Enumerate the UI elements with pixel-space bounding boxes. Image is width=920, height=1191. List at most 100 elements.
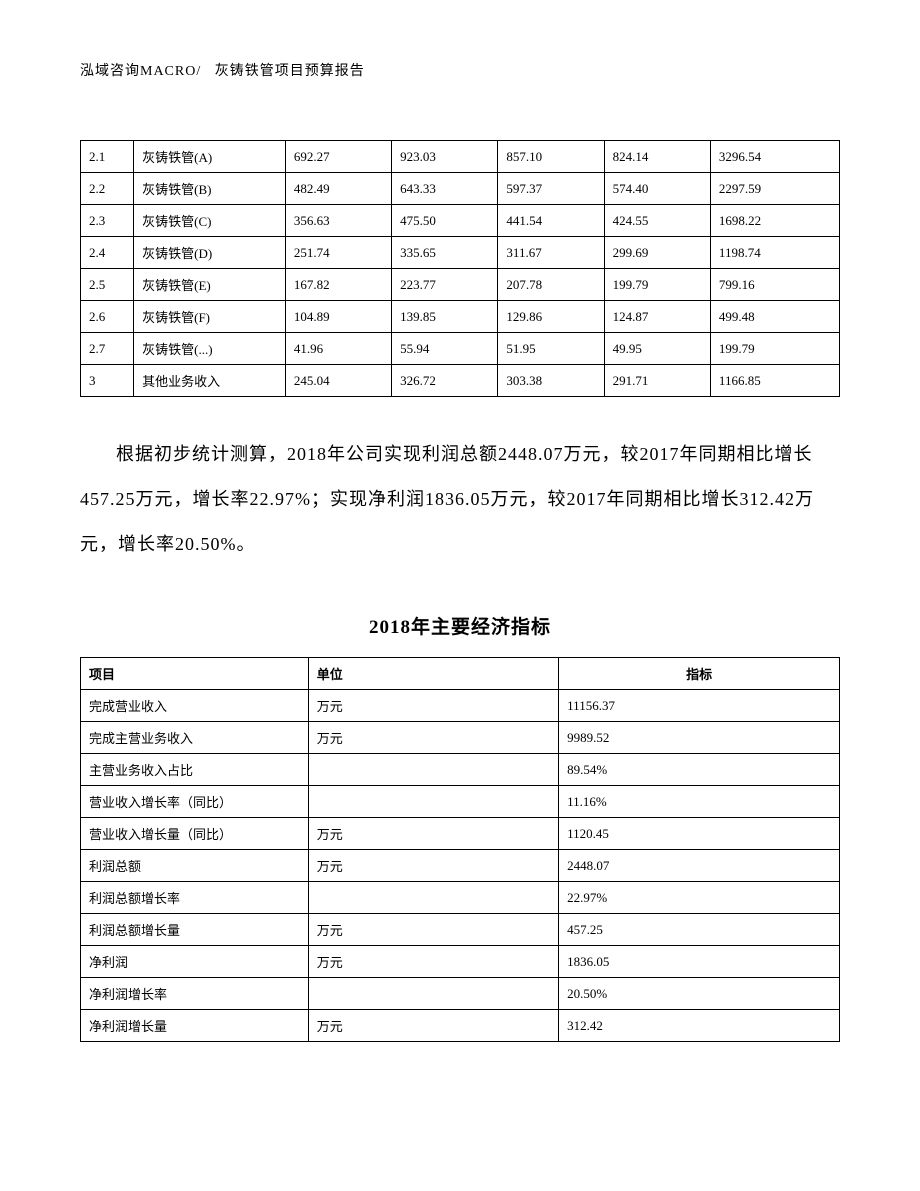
table1-body: 2.1灰铸铁管(A)692.27923.03857.10824.143296.5… [81, 141, 840, 397]
table-cell: 299.69 [604, 237, 710, 269]
table-cell: 923.03 [392, 141, 498, 173]
table2-header-1: 单位 [308, 658, 558, 690]
table2-header-row: 项目 单位 指标 [81, 658, 840, 690]
table-cell: 356.63 [285, 205, 391, 237]
table2-header-0: 项目 [81, 658, 309, 690]
table-cell: 万元 [308, 690, 558, 722]
table-cell: 2297.59 [710, 173, 839, 205]
table-row: 2.6灰铸铁管(F)104.89139.85129.86124.87499.48 [81, 301, 840, 333]
table-cell [308, 754, 558, 786]
table-cell: 灰铸铁管(E) [134, 269, 286, 301]
table-cell: 129.86 [498, 301, 604, 333]
table-cell: 2.6 [81, 301, 134, 333]
table-row: 净利润增长量万元312.42 [81, 1010, 840, 1042]
table-cell: 完成营业收入 [81, 690, 309, 722]
page-header: 泓域咨询MACRO/ 灰铸铁管项目预算报告 [80, 60, 840, 80]
table-cell: 482.49 [285, 173, 391, 205]
table-cell: 3296.54 [710, 141, 839, 173]
table-row: 利润总额增长率22.97% [81, 882, 840, 914]
table-row: 2.4灰铸铁管(D)251.74335.65311.67299.691198.7… [81, 237, 840, 269]
table-cell: 312.42 [559, 1010, 840, 1042]
table-cell: 207.78 [498, 269, 604, 301]
table-cell: 3 [81, 365, 134, 397]
body-paragraph: 根据初步统计测算，2018年公司实现利润总额2448.07万元，较2017年同期… [80, 432, 840, 567]
table-cell [308, 978, 558, 1010]
table-cell: 万元 [308, 914, 558, 946]
table-row: 主营业务收入占比 89.54% [81, 754, 840, 786]
table-cell: 1166.85 [710, 365, 839, 397]
table-row: 2.2灰铸铁管(B)482.49643.33597.37574.402297.5… [81, 173, 840, 205]
table2-header-2: 指标 [559, 658, 840, 690]
table-cell: 万元 [308, 722, 558, 754]
table-cell: 424.55 [604, 205, 710, 237]
table-cell: 124.87 [604, 301, 710, 333]
table2-body: 完成营业收入万元11156.37完成主营业务收入万元9989.52主营业务收入占… [81, 690, 840, 1042]
table-cell: 457.25 [559, 914, 840, 946]
table-cell: 灰铸铁管(B) [134, 173, 286, 205]
table-cell: 净利润增长率 [81, 978, 309, 1010]
table-cell [308, 786, 558, 818]
table-cell: 11.16% [559, 786, 840, 818]
table-row: 2.7灰铸铁管(...)41.9655.9451.9549.95199.79 [81, 333, 840, 365]
table-cell: 303.38 [498, 365, 604, 397]
table-cell: 2448.07 [559, 850, 840, 882]
table-cell: 643.33 [392, 173, 498, 205]
table-cell: 万元 [308, 1010, 558, 1042]
table-cell: 499.48 [710, 301, 839, 333]
table-row: 2.3灰铸铁管(C)356.63475.50441.54424.551698.2… [81, 205, 840, 237]
table-cell: 692.27 [285, 141, 391, 173]
table-row: 3其他业务收入245.04326.72303.38291.711166.85 [81, 365, 840, 397]
table-cell: 441.54 [498, 205, 604, 237]
table-cell: 1120.45 [559, 818, 840, 850]
table-cell: 597.37 [498, 173, 604, 205]
table-cell: 41.96 [285, 333, 391, 365]
table-cell: 199.79 [710, 333, 839, 365]
table-cell: 利润总额增长量 [81, 914, 309, 946]
table-cell: 167.82 [285, 269, 391, 301]
table-cell: 主营业务收入占比 [81, 754, 309, 786]
table-cell: 万元 [308, 850, 558, 882]
table-cell: 2.1 [81, 141, 134, 173]
table-cell: 1698.22 [710, 205, 839, 237]
table-cell: 223.77 [392, 269, 498, 301]
table-cell: 251.74 [285, 237, 391, 269]
table-cell: 万元 [308, 946, 558, 978]
table-cell: 326.72 [392, 365, 498, 397]
table-cell: 营业收入增长量（同比） [81, 818, 309, 850]
table-row: 利润总额万元2448.07 [81, 850, 840, 882]
table-row: 完成营业收入万元11156.37 [81, 690, 840, 722]
table-cell: 11156.37 [559, 690, 840, 722]
table-cell: 灰铸铁管(F) [134, 301, 286, 333]
table-cell: 净利润 [81, 946, 309, 978]
table-row: 营业收入增长量（同比）万元1120.45 [81, 818, 840, 850]
table-cell: 营业收入增长率（同比） [81, 786, 309, 818]
table-cell: 20.50% [559, 978, 840, 1010]
table-cell: 其他业务收入 [134, 365, 286, 397]
table-cell: 1198.74 [710, 237, 839, 269]
table-row: 营业收入增长率（同比） 11.16% [81, 786, 840, 818]
table-row: 利润总额增长量万元457.25 [81, 914, 840, 946]
table-cell: 199.79 [604, 269, 710, 301]
table-cell: 799.16 [710, 269, 839, 301]
table-cell: 139.85 [392, 301, 498, 333]
table-cell: 824.14 [604, 141, 710, 173]
table-row: 完成主营业务收入万元9989.52 [81, 722, 840, 754]
section-title: 2018年主要经济指标 [80, 612, 840, 639]
table-cell: 灰铸铁管(C) [134, 205, 286, 237]
table-cell: 灰铸铁管(...) [134, 333, 286, 365]
data-table-2: 项目 单位 指标 完成营业收入万元11156.37完成主营业务收入万元9989.… [80, 657, 840, 1042]
table-row: 2.5灰铸铁管(E)167.82223.77207.78199.79799.16 [81, 269, 840, 301]
table-row: 2.1灰铸铁管(A)692.27923.03857.10824.143296.5… [81, 141, 840, 173]
table-cell: 55.94 [392, 333, 498, 365]
table-cell: 89.54% [559, 754, 840, 786]
table-cell: 2.2 [81, 173, 134, 205]
table-cell: 净利润增长量 [81, 1010, 309, 1042]
table-cell: 2.7 [81, 333, 134, 365]
table-cell: 2.3 [81, 205, 134, 237]
table-cell: 291.71 [604, 365, 710, 397]
table-cell: 2.5 [81, 269, 134, 301]
table-cell: 311.67 [498, 237, 604, 269]
header-title: 灰铸铁管项目预算报告 [215, 64, 365, 79]
table-cell: 利润总额增长率 [81, 882, 309, 914]
table-cell: 灰铸铁管(D) [134, 237, 286, 269]
